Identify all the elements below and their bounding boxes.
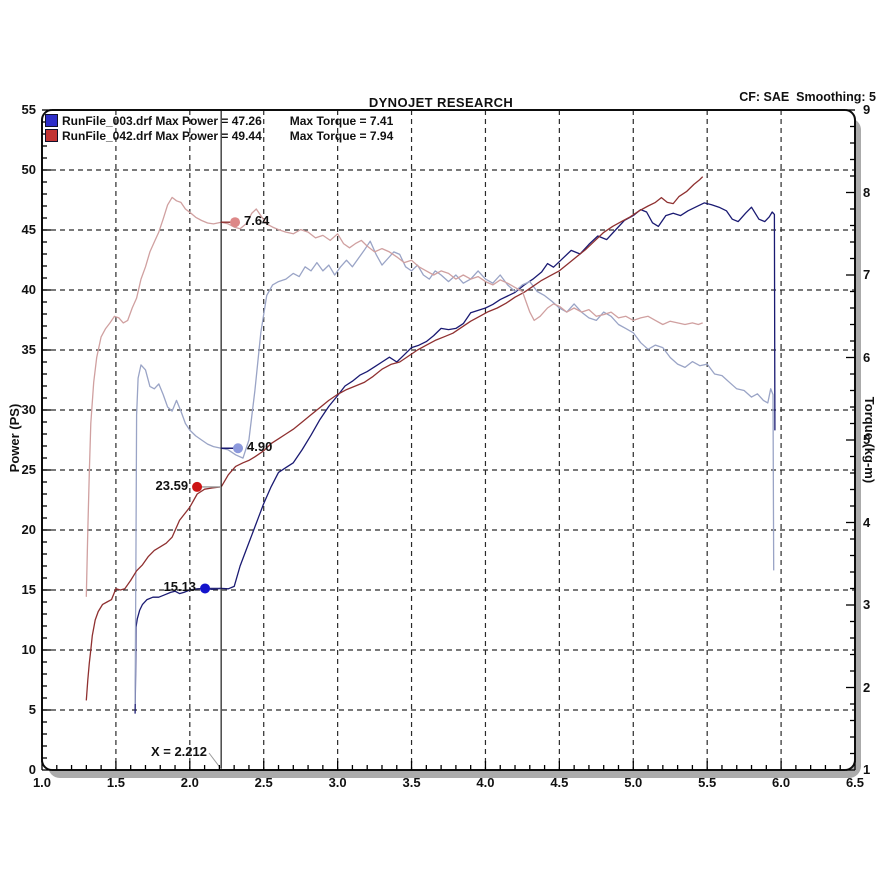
x-tick-label: 1.5 (106, 775, 125, 790)
legend-max-torque: Max Torque = 7.41 (289, 113, 394, 128)
x-tick-label: 1.0 (32, 775, 52, 790)
x-tick-label: 4.0 (476, 775, 495, 790)
y-right-tick-label: 4 (863, 514, 871, 530)
callout-label: 23.59 (155, 477, 189, 493)
x-tick-label: 4.5 (550, 775, 569, 790)
curve-2-power (85, 176, 704, 701)
callout-label: 15.13 (163, 579, 197, 595)
y-left-tick-label: 0 (28, 762, 36, 777)
y-left-tick-label: 35 (21, 342, 36, 357)
x-tick-label: 6.5 (845, 775, 865, 790)
y-right-tick-label: 2 (863, 679, 871, 695)
y-left-tick-label: 20 (21, 522, 36, 537)
y-right-tick-label: 1 (863, 762, 871, 777)
x-tick-label: 6.0 (772, 775, 791, 790)
y-right-tick-label: 8 (863, 184, 871, 200)
x-tick-label: 3.5 (402, 775, 421, 790)
legend: RunFile_003.drf Max Power = 47.26 Max Tor… (45, 113, 393, 143)
legend-file-name: RunFile_003.drf (62, 113, 156, 128)
y-left-tick-label: 45 (21, 222, 36, 237)
legend-max-power: Max Power = 49.44 (155, 128, 262, 143)
legend-swatch-icon (45, 129, 58, 142)
legend-max-torque: Max Torque = 7.94 (289, 128, 394, 143)
x-tick-label: 5.5 (698, 775, 717, 790)
curve-3-torque (85, 196, 703, 597)
correction-smoothing-label: CF: SAE Smoothing: 5 (739, 90, 876, 104)
y-left-tick-label: 25 (21, 462, 36, 477)
x-tick-label: 5.0 (624, 775, 643, 790)
callout-dot (230, 217, 241, 228)
callout-label: 7.64 (244, 213, 270, 229)
y-right-tick-label: 3 (863, 597, 871, 612)
y-right-tick-label: 9 (863, 102, 871, 117)
legend-row: RunFile_003.drf Max Power = 47.26 Max Tor… (45, 113, 393, 128)
x-tick-label: 2.0 (180, 775, 199, 790)
y-left-tick-label: 15 (21, 582, 36, 597)
callout-label: 4.90 (247, 439, 273, 455)
y-right-tick-label: 7 (863, 267, 871, 282)
legend-file-name: RunFile_042.drf (62, 128, 156, 143)
y-left-tick-label: 50 (21, 162, 36, 177)
legend-swatch-icon (45, 114, 58, 127)
callout-dot (233, 443, 244, 454)
y-left-tick-label: 30 (21, 402, 36, 417)
page-title: DYNOJET RESEARCH (368, 95, 514, 110)
legend-max-power: Max Power = 47.26 (155, 113, 262, 128)
y-right-tick-label: 5 (863, 432, 871, 447)
plot-background (42, 110, 855, 770)
x-tick-label: 2.5 (254, 775, 273, 790)
y-right-tick-label: 6 (863, 349, 871, 365)
legend-row: RunFile_042.drf Max Power = 49.44 Max Tor… (45, 128, 393, 143)
cursor-position-label: X = 2.212 (150, 744, 207, 759)
y-left-tick-label: 10 (21, 642, 36, 657)
y-left-tick-label: 5 (28, 702, 36, 717)
y-left-tick-label: 40 (21, 282, 36, 297)
x-tick-label: 3.0 (328, 775, 347, 790)
callout-dot (192, 481, 203, 492)
callout-dot (200, 583, 211, 594)
y-left-tick-label: 55 (21, 102, 36, 117)
